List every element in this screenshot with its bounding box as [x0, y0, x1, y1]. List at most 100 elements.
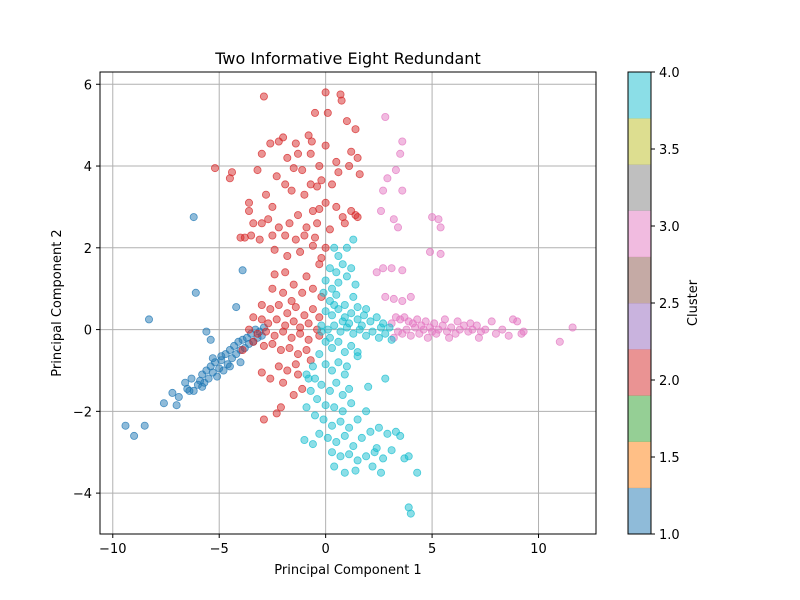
scatter-point-cluster-2: [253, 166, 262, 175]
scatter-point-cluster-2: [268, 284, 277, 293]
scatter-point-cluster-4: [336, 452, 345, 461]
colorbar: 1.0 1.5 2.0 2.5 3.0 3.5 4.0: [627, 66, 680, 543]
scatter-point-cluster-4: [404, 452, 413, 461]
scatter-point-cluster-4: [349, 329, 358, 338]
scatter-point-cluster-3: [398, 137, 407, 146]
scatter-point-cluster-2: [321, 243, 330, 252]
scatter-point-cluster-4: [325, 264, 334, 273]
scatter-point-cluster-4: [374, 423, 383, 432]
scatter-point-cluster-1: [219, 366, 228, 375]
scatter-point-cluster-2: [279, 378, 288, 387]
colorbar-band: [628, 487, 651, 535]
scatter-point-cluster-1: [236, 358, 245, 367]
scatter-point-cluster-4: [336, 327, 345, 336]
scatter-point-cluster-2: [345, 161, 354, 170]
scatter-point-cluster-3: [491, 329, 500, 338]
scatter-point-cluster-1: [168, 388, 177, 397]
scatter-point-cluster-2: [270, 245, 279, 254]
scatter-point-cluster-4: [330, 462, 339, 471]
scatter-point-cluster-4: [321, 360, 330, 369]
scatter-point-cluster-3: [421, 317, 430, 326]
scatter-point-cluster-2: [298, 384, 307, 393]
scatter-point-cluster-3: [453, 317, 462, 326]
scatter-point-cluster-4: [368, 327, 377, 336]
scatter-point-cluster-2: [342, 117, 351, 126]
scatter-point-cluster-2: [300, 190, 309, 199]
scatter-point-cluster-2: [281, 180, 290, 189]
scatter-point-cluster-2: [261, 190, 270, 199]
scatter-point-cluster-4: [368, 462, 377, 471]
scatter-point-cluster-4: [362, 452, 371, 461]
scatter-point-cluster-2: [257, 300, 266, 309]
scatter-point-cluster-2: [287, 186, 296, 195]
scatter-point-cluster-2: [287, 296, 296, 305]
colorbar-tick-label: 3.0: [659, 220, 680, 235]
scatter-point-cluster-4: [379, 454, 388, 463]
scatter-point-cluster-3: [436, 249, 445, 258]
scatter-point-cluster-2: [249, 313, 258, 322]
scatter-point-cluster-4: [330, 300, 339, 309]
scatter-point-cluster-4: [336, 417, 345, 426]
scatter-point-cluster-4: [330, 403, 339, 412]
scatter-point-cluster-3: [434, 215, 443, 224]
scatter-point-cluster-2: [283, 309, 292, 318]
scatter-point-cluster-2: [337, 96, 346, 105]
colorbar-tick-label: 4.0: [659, 66, 680, 81]
scatter-point-cluster-2: [334, 168, 343, 177]
scatter-point-cluster-2: [257, 219, 266, 228]
scatter-point-cluster-2: [276, 403, 285, 412]
scatter-point-cluster-4: [353, 315, 362, 324]
scatter-point-cluster-1: [238, 266, 247, 275]
scatter-point-cluster-2: [355, 170, 364, 179]
scatter-point-cluster-4: [313, 395, 322, 404]
scatter-point-cluster-1: [140, 421, 149, 430]
scatter-point-cluster-3: [376, 206, 385, 215]
scatter-point-cluster-4: [317, 380, 326, 389]
scatter-point-cluster-2: [281, 231, 290, 240]
scatter-point-cluster-3: [498, 325, 507, 334]
scatter-point-cluster-4: [347, 309, 356, 318]
scatter-point-cluster-4: [347, 341, 356, 350]
scatter-point-cluster-4: [310, 411, 319, 420]
scatter-point-cluster-4: [327, 421, 336, 430]
scatter-point-cluster-4: [315, 429, 324, 438]
scatter-point-cluster-2: [315, 313, 324, 322]
scatter-point-cluster-1: [185, 386, 194, 395]
scatter-point-cluster-4: [366, 317, 375, 326]
scatter-point-cluster-4: [357, 321, 366, 330]
scatter-point-cluster-3: [419, 325, 428, 334]
scatter-point-cluster-2: [274, 223, 283, 232]
scatter-point-cluster-4: [323, 433, 332, 442]
scatter-point-cluster-4: [353, 303, 362, 312]
scatter-point-cluster-2: [238, 345, 247, 354]
scatter-point-cluster-4: [413, 468, 422, 477]
scatter-point-cluster-3: [568, 323, 577, 332]
scatter-point-cluster-3: [411, 323, 420, 332]
scatter-point-cluster-2: [353, 213, 362, 222]
scatter-point-cluster-4: [334, 278, 343, 287]
scatter-point-cluster-2: [293, 149, 302, 158]
scatter-point-cluster-2: [279, 288, 288, 297]
x-tick-label: 5: [428, 542, 436, 557]
scatter-point-cluster-4: [340, 300, 349, 309]
scatter-point-cluster-3: [398, 186, 407, 195]
scatter-point-cluster-2: [272, 172, 281, 181]
colorbar-band: [628, 441, 651, 489]
scatter-point-cluster-3: [389, 215, 398, 224]
scatter-point-cluster-2: [276, 345, 285, 354]
scatter-point-cluster-2: [347, 206, 356, 215]
scatter-point-cluster-4: [372, 444, 381, 453]
scatter-point-cluster-2: [289, 390, 298, 399]
scatter-point-cluster-2: [283, 153, 292, 162]
scatter-point-cluster-4: [374, 333, 383, 342]
scatter-point-cluster-2: [266, 374, 275, 383]
scatter-point-cluster-2: [304, 131, 313, 140]
scatter-point-cluster-2: [259, 92, 268, 101]
scatter-point-cluster-3: [474, 333, 483, 342]
scatter-point-cluster-4: [347, 264, 356, 273]
scatter-point-cluster-4: [330, 321, 339, 330]
scatter-point-cluster-2: [255, 235, 264, 244]
scatter-point-cluster-4: [362, 407, 371, 416]
scatter-point-cluster-4: [406, 509, 415, 518]
scatter-point-cluster-1: [213, 372, 222, 381]
